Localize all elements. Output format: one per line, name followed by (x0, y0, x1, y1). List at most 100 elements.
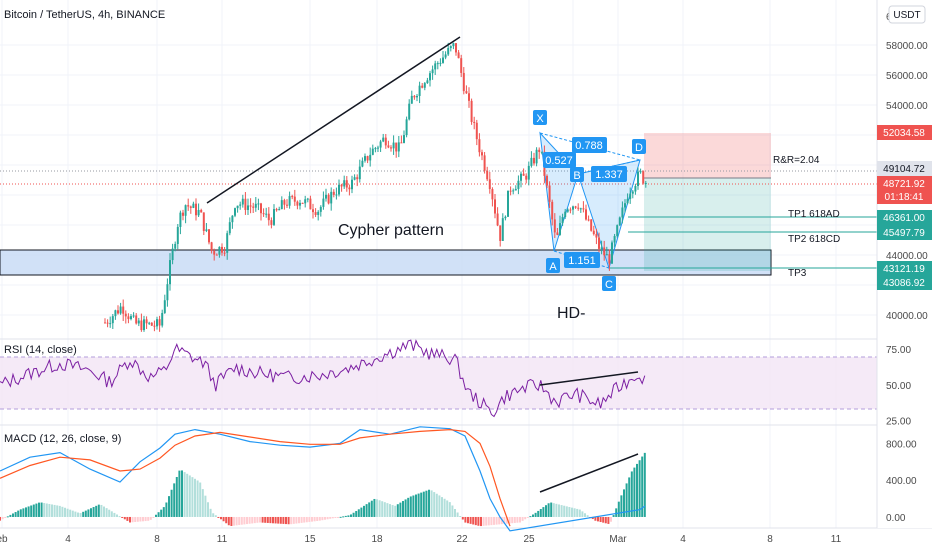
point-a-label: A (549, 261, 557, 273)
ratio-0788-label: 0.788 (575, 140, 603, 152)
candle-body (548, 185, 551, 202)
macd-histogram-bar (123, 516, 126, 520)
candle-body (239, 204, 242, 206)
candle-body (457, 52, 460, 59)
macd-histogram-bar (66, 508, 69, 517)
time-tick-label: Mar (609, 534, 627, 545)
macd-histogram-bar (214, 515, 217, 517)
macd-histogram-bar (591, 516, 594, 520)
macd-histogram-bar (261, 516, 264, 523)
macd-histogram-bar (477, 516, 480, 526)
macd-histogram-bar (129, 516, 131, 523)
candle-body (228, 222, 231, 234)
stop-loss-zone (644, 133, 771, 178)
macd-histogram-bar (165, 502, 168, 517)
macd-histogram-bar (610, 516, 612, 522)
macd-histogram-bar (415, 494, 417, 517)
macd-histogram-bar (22, 508, 25, 517)
macd-histogram-bar (1, 516, 4, 520)
candle-body (210, 242, 213, 251)
candle-body (148, 322, 151, 324)
price-label-box (877, 189, 932, 204)
candle-body (332, 191, 335, 195)
candle-body (197, 209, 200, 216)
macd-histogram-bar (295, 516, 298, 524)
rsi-axis-ticks: 25.00 50.00 75.00 (886, 345, 911, 428)
price-axis-labels: 52034.58 49104.72 48721.92 01:18:41 46361.00… (877, 125, 932, 290)
macd-histogram-bar (79, 513, 82, 517)
macd-histogram-bar (534, 512, 537, 517)
candle-body (598, 237, 600, 249)
price-label-box (877, 275, 932, 290)
take-profit-zone (644, 178, 771, 271)
price-label: 43121.19 (883, 264, 925, 275)
candle-body (400, 142, 403, 144)
candle-body (486, 170, 489, 180)
candle-body (275, 209, 278, 211)
macd-histogram-bar (420, 492, 423, 517)
ratio-0527-box (543, 152, 576, 168)
candle-body (179, 212, 182, 227)
macd-histogram-bar (61, 506, 64, 517)
candle-body (520, 173, 522, 181)
macd-histogram-bar (51, 504, 53, 517)
candle-body (374, 148, 377, 150)
macd-histogram-bar (573, 508, 576, 517)
candle-body (361, 160, 364, 167)
macd-histogram-bar (350, 514, 352, 517)
candle-body (291, 196, 294, 198)
macd-histogram-bar (316, 516, 319, 521)
candle-body (517, 180, 520, 189)
macd-histogram-bar (27, 506, 30, 517)
macd-histogram-bar (383, 502, 386, 517)
candle-body (345, 180, 348, 188)
candle-body (221, 246, 223, 253)
candle-body (260, 203, 262, 214)
macd-histogram-bar (508, 516, 511, 524)
macd-histogram-bar (612, 515, 615, 517)
macd-histogram-bar (430, 490, 433, 517)
macd-histogram-bar (274, 516, 277, 524)
macd-histogram-bar (318, 516, 321, 521)
macd-histogram-bar (14, 512, 17, 517)
currency-button[interactable] (888, 5, 926, 24)
time-tick-label: 25 (523, 534, 535, 545)
macd-histogram-bar (248, 516, 251, 524)
candle-body (408, 103, 411, 120)
macd-histogram-bar (568, 507, 571, 517)
macd-histogram-bar (74, 511, 77, 517)
macd-histogram-bar (597, 516, 599, 522)
point-d-box (632, 139, 646, 154)
candle-body (231, 215, 234, 223)
candle-body (613, 236, 616, 243)
macd-histogram-bar (389, 504, 391, 517)
tp2-label: TP2 618CD (788, 234, 840, 245)
candle-body (192, 203, 195, 208)
macd-histogram-bar (542, 507, 545, 517)
macd-histogram-bar (503, 516, 506, 524)
point-c-label: C (605, 279, 613, 291)
candle-body (546, 175, 548, 186)
support-zone (0, 249, 772, 276)
candle-body (223, 252, 226, 254)
macd-histogram-bar (186, 473, 189, 517)
candle-body (299, 202, 301, 206)
macd-histogram-bar (149, 516, 152, 520)
candle-body (572, 206, 574, 210)
candle-body (171, 248, 174, 261)
candle-body (395, 142, 398, 152)
macd-histogram-bar (456, 512, 459, 517)
macd-histogram-bar (181, 470, 183, 517)
candle-body (257, 203, 260, 205)
macd-histogram-bar (628, 477, 631, 517)
candle-body (127, 316, 130, 320)
candle-body (530, 157, 533, 166)
candle-body (304, 199, 307, 204)
candle-body (241, 198, 244, 205)
price-label-box (877, 210, 932, 225)
macd-line (0, 426, 646, 532)
candle-body (504, 216, 507, 219)
macd-histogram-bar (584, 513, 586, 517)
macd-divergence-line (539, 453, 639, 493)
pattern-name-label: Cypher pattern (338, 222, 444, 239)
